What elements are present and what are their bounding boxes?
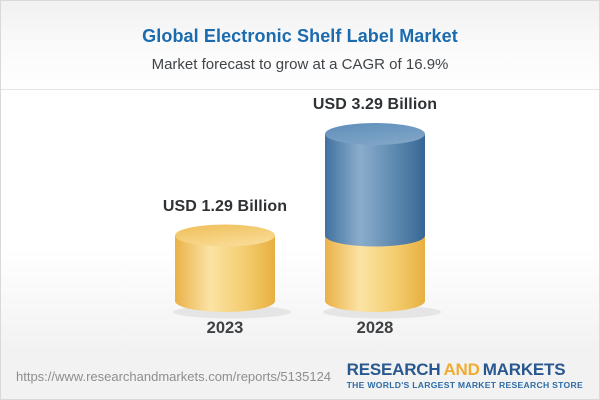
- value-label-2028: USD 3.29 Billion: [312, 96, 438, 113]
- year-label-2023: 2023: [206, 319, 244, 337]
- footer: https://www.researchandmarkets.com/repor…: [1, 353, 599, 399]
- cylinder-chart: [173, 123, 441, 319]
- logo-wordmark: RESEARCH AND MARKETS: [347, 361, 583, 378]
- logo-tagline: THE WORLD'S LARGEST MARKET RESEARCH STOR…: [346, 379, 583, 390]
- chart-header: Global Electronic Shelf Label Market Mar…: [1, 1, 599, 73]
- page-title: Global Electronic Shelf Label Market: [142, 26, 458, 46]
- year-label-2028: 2028: [356, 319, 394, 337]
- research-and-markets-logo[interactable]: RESEARCH AND MARKETS THE WORLD'S LARGEST M…: [347, 361, 583, 392]
- report-url-link[interactable]: https://www.researchandmarkets.com/repor…: [16, 368, 332, 384]
- chart-subtitle: Market forecast to grow at a CAGR of 16.…: [151, 56, 449, 73]
- logo-word-research: RESEARCH: [346, 359, 441, 379]
- logo-word-and: AND: [443, 359, 480, 379]
- logo-word-markets: MARKETS: [482, 359, 566, 379]
- header-divider: [1, 89, 599, 90]
- value-label-2023: USD 1.29 Billion: [162, 197, 288, 215]
